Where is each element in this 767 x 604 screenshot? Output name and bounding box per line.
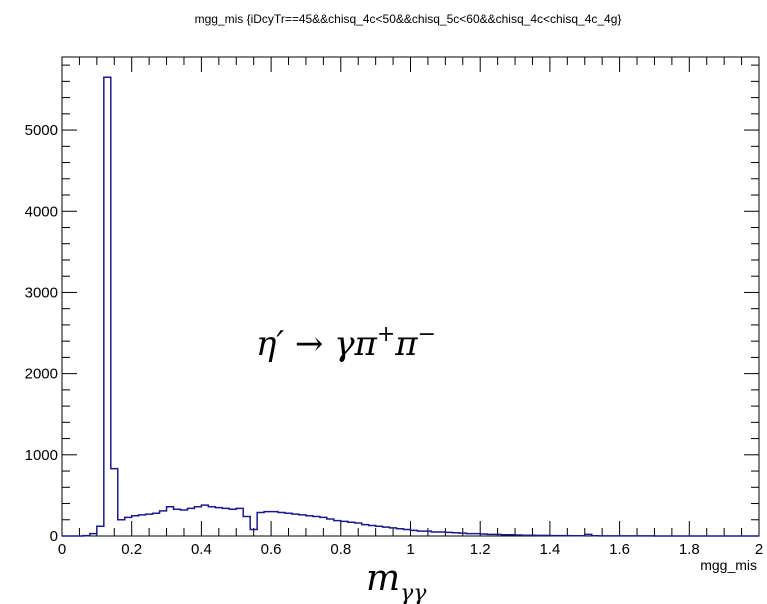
x-tick-label: 2 bbox=[755, 541, 763, 558]
x-tick-label: 1.2 bbox=[470, 541, 491, 558]
x-tick-label: 0.4 bbox=[191, 541, 212, 558]
y-tick-label: 0 bbox=[50, 528, 58, 545]
y-tick-label: 4000 bbox=[25, 203, 58, 220]
plot-frame bbox=[61, 56, 760, 537]
x-tick-label: 0.6 bbox=[261, 541, 282, 558]
x-tick-label: 1.8 bbox=[679, 541, 700, 558]
chart-title: mgg_mis {iDcyTr==45&&chisq_4c<50&&chisq_… bbox=[195, 12, 622, 26]
x-tick-label: 0 bbox=[58, 541, 66, 558]
x-axis: 0 0.2 0.4 0.6 0.8 1 1.2 1.4 1.6 1.8 2 bbox=[58, 57, 763, 558]
x-tick-label: 0.2 bbox=[121, 541, 142, 558]
histogram-line bbox=[62, 76, 759, 537]
y-tick-label: 5000 bbox=[25, 122, 58, 139]
x-tick-label: 1.4 bbox=[539, 541, 560, 558]
y-tick-label: 1000 bbox=[25, 447, 58, 464]
axis-annotation-mgg: mγγ bbox=[366, 558, 427, 604]
y-tick-label: 2000 bbox=[25, 366, 58, 383]
x-tick-label: 1 bbox=[406, 541, 414, 558]
decay-annotation: η′ → γπ+π− bbox=[256, 322, 436, 364]
x-tick-label: 0.8 bbox=[330, 541, 351, 558]
y-tick-label: 3000 bbox=[25, 284, 58, 301]
x-tick-label: 1.6 bbox=[609, 541, 630, 558]
x-axis-label: mgg_mis bbox=[700, 557, 757, 573]
y-axis: 0 1000 2000 3000 4000 5000 bbox=[25, 64, 759, 545]
